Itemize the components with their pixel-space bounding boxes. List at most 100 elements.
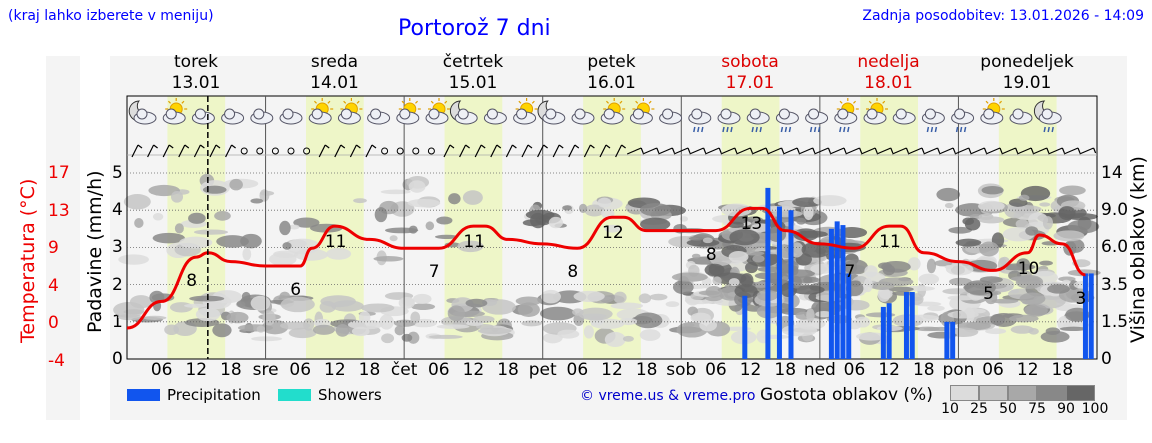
wind-barb [162, 144, 170, 158]
credit-link[interactable]: © vreme.us & vreme.pro [580, 388, 756, 404]
x-tick: 06 [982, 360, 1004, 380]
cloud-blob [640, 203, 672, 217]
cloud-blob [229, 178, 243, 191]
cloud-blob [947, 310, 979, 319]
temperature-tick: 17 [48, 163, 70, 183]
wind-barb [443, 144, 451, 158]
cloud-blob [143, 315, 167, 320]
temperature-value-label: 8 [705, 244, 717, 265]
cloud-blob [1067, 219, 1100, 234]
wind-barb-flag [1061, 147, 1065, 154]
wind-barb [147, 144, 155, 158]
cloud-blob [184, 303, 207, 308]
cloud-blob [335, 323, 350, 337]
cloud-blob [698, 290, 720, 296]
cloud-blob [781, 324, 818, 337]
sun-ray [313, 100, 317, 104]
cloud-puff [1041, 108, 1053, 120]
cloud-blob [251, 336, 283, 342]
wind-barb [1016, 147, 1032, 155]
cloud-blob [517, 302, 540, 317]
cloud-blob [374, 207, 388, 223]
wind-barb [642, 147, 658, 155]
x-tick: 18 [358, 360, 381, 380]
x-tick: 18 [912, 360, 935, 380]
cloud-puff [808, 108, 820, 120]
rain-drop [730, 126, 733, 133]
cloud-blob [979, 241, 999, 257]
cloud-blob [380, 189, 411, 195]
cloud-blob [401, 333, 413, 342]
sun-ray [430, 100, 434, 104]
cloud-height-tick: 0 [1101, 349, 1112, 369]
temperature-value-label: 5 [983, 284, 994, 305]
cloud-blob [1015, 219, 1029, 229]
cloud-blob [1042, 216, 1053, 230]
cloudy-night-icon [449, 100, 478, 125]
cloud-blob [477, 327, 512, 335]
cloud-blob [679, 216, 688, 222]
wind-barb-flag [999, 147, 1003, 154]
cloud-blob [1058, 206, 1076, 221]
plot-frame [126, 95, 1098, 360]
wind-barb-flag [968, 147, 972, 154]
cloud-blob [237, 324, 273, 332]
cloud-blob [597, 197, 612, 208]
cloudy-icon [892, 108, 916, 125]
wind-barb-flag [843, 147, 847, 154]
sun-ray [444, 100, 448, 104]
x-tick: 18 [774, 360, 797, 380]
cloud-blob [540, 289, 561, 304]
cloud-puff [837, 108, 849, 120]
wind-barbs [131, 144, 1097, 158]
wind-barb-flag [449, 144, 455, 149]
cloud-blob [289, 224, 300, 230]
wind-barb-flag [983, 147, 987, 154]
cloud-blob [843, 259, 868, 275]
cloud-blob [440, 316, 473, 327]
wind-barb [907, 147, 923, 155]
temperature-line [126, 206, 1086, 330]
partly-sunny-icon [162, 98, 188, 125]
wind-barb [521, 144, 529, 158]
cloud-blob [202, 185, 227, 194]
wind-calm [412, 147, 420, 155]
cloud-blob [649, 293, 668, 301]
day-name: torek [174, 52, 218, 72]
wind-barb [1048, 147, 1063, 155]
cloudy-night-icon [128, 100, 157, 125]
partly-sunny-icon [396, 98, 421, 125]
cloud-puff [603, 108, 615, 120]
x-tick: 06 [566, 360, 589, 380]
x-tick: pon [942, 360, 975, 380]
temperature-tick: 9 [48, 238, 59, 258]
wind-barb [1063, 147, 1079, 155]
cloud-blob [521, 320, 542, 327]
wind-barb [349, 144, 357, 158]
precip-bar [1082, 273, 1088, 359]
cloud-blob [379, 314, 394, 330]
cloud-puff [662, 108, 674, 120]
location-menu-hint[interactable]: (kraj lahko izberete v meniju) [8, 8, 214, 24]
wind-barb-flag [781, 147, 785, 154]
temperature-value-label: 11 [879, 232, 901, 253]
x-tick: 12 [601, 360, 623, 380]
cloud-blob [704, 263, 725, 277]
cloud-blob [944, 202, 954, 209]
page-title: Portorož 7 dni [398, 16, 551, 41]
rain-drop [955, 126, 959, 133]
density-tick: 100 [1081, 401, 1109, 417]
x-tick: 06 [427, 360, 450, 380]
cloud-blob [353, 198, 367, 204]
precip-bar [886, 303, 892, 359]
cloud-blob [991, 298, 1019, 304]
showers-legend-label: Showers [318, 386, 382, 404]
sun-ray [999, 100, 1003, 104]
x-tick: 12 [185, 360, 208, 380]
wind-barb-flag [718, 147, 722, 154]
wind-barb [860, 147, 876, 155]
temperature-curve [126, 206, 1086, 330]
cloud-blob [436, 324, 470, 329]
cloudy-icon [191, 108, 215, 125]
